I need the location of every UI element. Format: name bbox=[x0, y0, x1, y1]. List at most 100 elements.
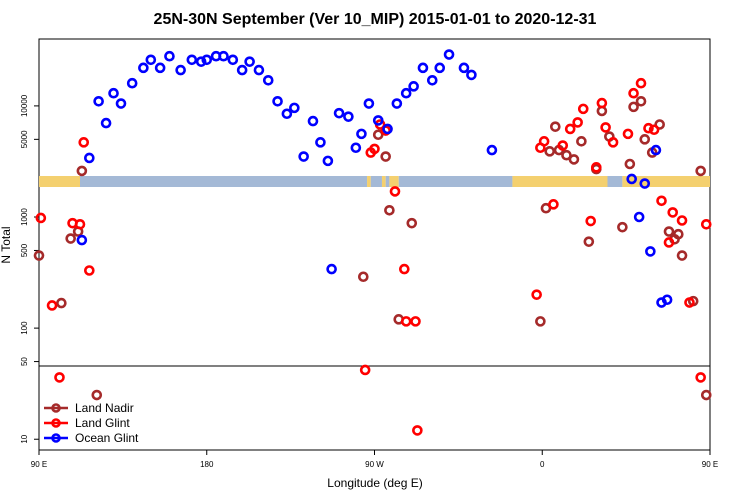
ocean-glint-point bbox=[417, 62, 429, 74]
land-glint-point bbox=[389, 186, 401, 197]
land-glint-point bbox=[577, 103, 589, 115]
land-glint-point bbox=[596, 97, 608, 109]
land-nadir-point bbox=[663, 226, 675, 237]
ocean-glint-point bbox=[93, 95, 104, 107]
ocean-glint-point bbox=[443, 49, 455, 60]
land-nadir-point bbox=[617, 221, 628, 233]
land-nadir-point bbox=[639, 134, 651, 145]
land-nadir-point bbox=[76, 165, 88, 177]
strip-segment-ocean bbox=[398, 176, 513, 187]
ocean-glint-point bbox=[272, 95, 283, 107]
ocean-glint-point bbox=[661, 294, 673, 306]
ocean-glint-point bbox=[322, 155, 334, 167]
ocean-glint-point bbox=[108, 87, 119, 99]
ocean-glint-point bbox=[356, 128, 367, 140]
land-glint-point bbox=[564, 123, 576, 135]
ocean-glint-point bbox=[186, 54, 198, 66]
land-nadir-point bbox=[654, 119, 665, 130]
land-glint-point bbox=[700, 218, 712, 230]
land-glint-point bbox=[607, 137, 619, 148]
ocean-glint-point bbox=[333, 107, 345, 119]
y-tick-label: 10 bbox=[20, 434, 29, 443]
land-glint-point bbox=[35, 212, 47, 224]
ocean-glint-point bbox=[307, 115, 319, 127]
land-glint-point bbox=[635, 77, 647, 89]
ocean-glint-point bbox=[350, 142, 362, 154]
strip-segment-land bbox=[39, 176, 81, 187]
land-nadir-point bbox=[695, 165, 706, 177]
ocean-glint-point bbox=[115, 98, 127, 109]
ocean-glint-point bbox=[84, 152, 95, 164]
ocean-glint-point bbox=[227, 54, 239, 66]
ocean-glint-point bbox=[298, 151, 309, 162]
land-glint-point bbox=[74, 218, 86, 230]
land-glint-point bbox=[585, 215, 597, 227]
land-glint-point bbox=[400, 316, 412, 327]
ocean-glint-point bbox=[363, 98, 375, 109]
ocean-glint-point bbox=[645, 246, 656, 257]
land-nadir-point bbox=[372, 129, 384, 141]
ocean-glint-point bbox=[244, 56, 255, 67]
ocean-glint-point bbox=[650, 144, 662, 156]
x-tick-label: 90 W bbox=[365, 460, 384, 469]
legend-label: Land Nadir bbox=[75, 401, 134, 415]
strip-segment-land bbox=[381, 176, 386, 187]
ocean-glint-point bbox=[218, 50, 229, 62]
y-tick-label: 100 bbox=[20, 321, 29, 335]
land-nadir-point bbox=[406, 217, 418, 229]
ocean-glint-point bbox=[408, 81, 419, 92]
x-tick-label: 180 bbox=[200, 460, 214, 469]
land-glint-point bbox=[600, 122, 611, 133]
land-nadir-point bbox=[358, 271, 369, 283]
ocean-glint-point bbox=[175, 64, 186, 76]
land-nadir-point bbox=[56, 297, 67, 309]
ocean-glint-point bbox=[400, 87, 412, 99]
strip-segment-ocean bbox=[385, 176, 390, 187]
land-glint-point bbox=[684, 297, 695, 308]
land-glint-point bbox=[572, 117, 583, 128]
ocean-glint-point bbox=[639, 178, 651, 189]
land-glint-point bbox=[695, 372, 706, 383]
ocean-glint-point bbox=[195, 56, 207, 67]
ocean-glint-point bbox=[138, 62, 149, 74]
surface-strip bbox=[39, 176, 710, 187]
x-tick-label: 90 E bbox=[702, 460, 718, 469]
legend-label: Ocean Glint bbox=[75, 431, 139, 445]
land-glint-point bbox=[538, 136, 550, 147]
land-nadir-point bbox=[561, 149, 572, 161]
ocean-glint-point bbox=[281, 108, 293, 120]
ocean-glint-point bbox=[100, 117, 112, 129]
land-nadir-point bbox=[549, 121, 561, 132]
land-glint-point bbox=[410, 316, 421, 327]
land-nadir-point bbox=[535, 316, 546, 327]
ocean-glint-point bbox=[201, 54, 213, 66]
legend-swatch-marker bbox=[51, 433, 61, 443]
x-axis: 90 E 180 90 W 0 90 E bbox=[31, 450, 718, 469]
land-glint-point bbox=[628, 87, 639, 99]
y-tick-label: 5000 bbox=[20, 130, 29, 148]
land-glint-point bbox=[84, 265, 95, 276]
ocean-glint-point bbox=[633, 211, 645, 223]
land-glint-point bbox=[557, 140, 569, 151]
strip-segment-land bbox=[389, 176, 399, 187]
legend-label: Land Glint bbox=[75, 416, 130, 430]
land-nadir-point bbox=[635, 95, 647, 107]
land-glint-point bbox=[648, 124, 660, 136]
x-tick-label: 0 bbox=[540, 460, 545, 469]
land-glint-point bbox=[622, 128, 634, 140]
strip-segment-land bbox=[367, 176, 371, 187]
land-nadir-point bbox=[576, 136, 587, 147]
land-glint-point bbox=[531, 289, 542, 300]
y-axis: 10 50 100 500 1000 5000 10000 bbox=[20, 94, 39, 444]
x-axis-label: Longitude (deg E) bbox=[327, 476, 422, 490]
ocean-glint-point bbox=[626, 173, 638, 185]
ocean-glint-point bbox=[289, 102, 300, 114]
land-glint-point bbox=[643, 122, 654, 134]
ocean-glint-point bbox=[315, 137, 326, 148]
plot-frame bbox=[38, 38, 711, 451]
y-tick-label: 50 bbox=[20, 357, 29, 366]
ocean-glint-point bbox=[154, 62, 166, 74]
ocean-glint-point bbox=[382, 123, 393, 135]
